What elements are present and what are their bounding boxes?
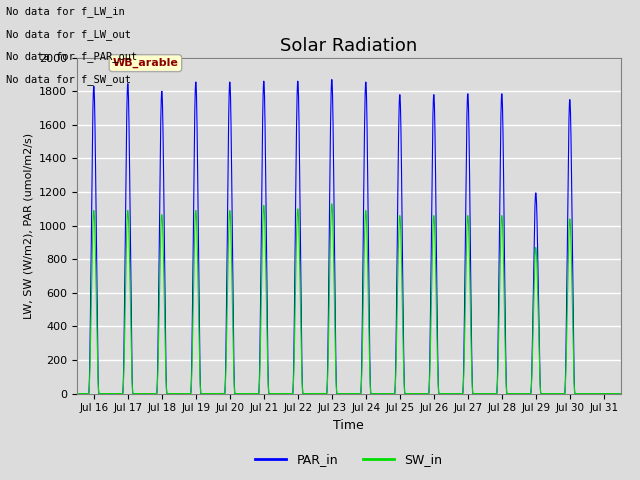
Legend: PAR_in, SW_in: PAR_in, SW_in (250, 448, 447, 471)
Y-axis label: LW, SW (W/m2), PAR (umol/m2/s): LW, SW (W/m2), PAR (umol/m2/s) (24, 132, 33, 319)
Text: No data for f_PAR_out: No data for f_PAR_out (6, 51, 138, 62)
Title: Solar Radiation: Solar Radiation (280, 36, 417, 55)
Text: No data for f_LW_out: No data for f_LW_out (6, 29, 131, 40)
X-axis label: Time: Time (333, 419, 364, 432)
Text: No data for f_LW_in: No data for f_LW_in (6, 6, 125, 17)
Text: No data for f_SW_out: No data for f_SW_out (6, 74, 131, 85)
Text: WB_arable: WB_arable (113, 58, 179, 68)
